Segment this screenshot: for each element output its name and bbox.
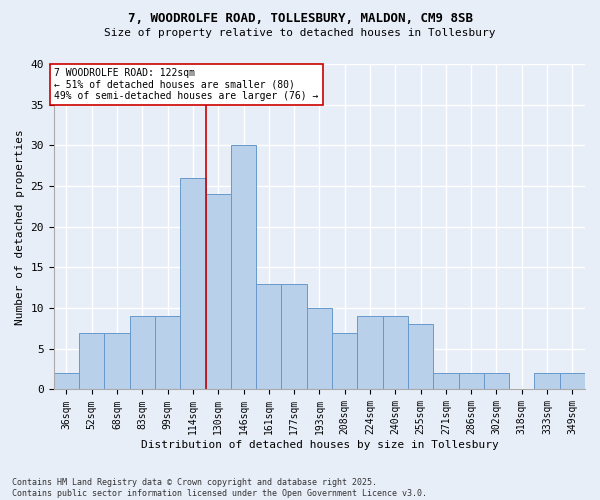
Text: Contains HM Land Registry data © Crown copyright and database right 2025.
Contai: Contains HM Land Registry data © Crown c… — [12, 478, 427, 498]
Bar — [484, 373, 509, 390]
Bar — [206, 194, 231, 390]
Bar — [155, 316, 180, 390]
Bar — [358, 316, 383, 390]
Bar — [408, 324, 433, 390]
Bar — [458, 373, 484, 390]
Text: 7, WOODROLFE ROAD, TOLLESBURY, MALDON, CM9 8SB: 7, WOODROLFE ROAD, TOLLESBURY, MALDON, C… — [128, 12, 473, 26]
Text: 7 WOODROLFE ROAD: 122sqm
← 51% of detached houses are smaller (80)
49% of semi-d: 7 WOODROLFE ROAD: 122sqm ← 51% of detach… — [54, 68, 319, 102]
Bar — [130, 316, 155, 390]
Bar — [307, 308, 332, 390]
Bar — [560, 373, 585, 390]
Bar — [433, 373, 458, 390]
Bar — [104, 332, 130, 390]
Bar — [79, 332, 104, 390]
Bar — [383, 316, 408, 390]
X-axis label: Distribution of detached houses by size in Tollesbury: Distribution of detached houses by size … — [140, 440, 498, 450]
Bar — [231, 146, 256, 390]
Bar — [54, 373, 79, 390]
Bar — [535, 373, 560, 390]
Text: Size of property relative to detached houses in Tollesbury: Size of property relative to detached ho… — [104, 28, 496, 38]
Bar — [281, 284, 307, 390]
Bar — [332, 332, 358, 390]
Y-axis label: Number of detached properties: Number of detached properties — [15, 129, 25, 324]
Bar — [256, 284, 281, 390]
Bar — [180, 178, 206, 390]
